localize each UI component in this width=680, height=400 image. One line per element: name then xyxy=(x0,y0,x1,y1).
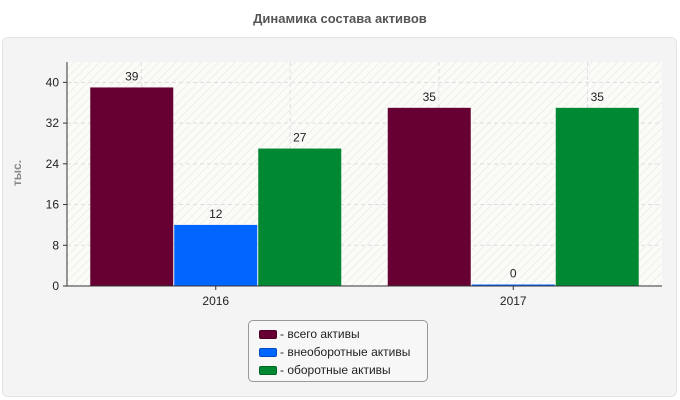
x-tick-label: 2016 xyxy=(202,294,229,308)
x-tick-label: 2017 xyxy=(500,294,527,308)
y-axis-label: тыс. xyxy=(10,160,24,186)
y-tick-label: 40 xyxy=(46,75,60,89)
legend: - всего активы - внеоборотные активы - обо… xyxy=(248,320,428,382)
y-tick-label: 16 xyxy=(46,198,60,212)
legend-label: - всего активы xyxy=(280,327,360,341)
legend-swatch xyxy=(259,329,277,339)
bar xyxy=(471,284,555,286)
legend-swatch xyxy=(259,365,277,375)
data-label: 0 xyxy=(510,267,517,281)
legend-label: - внеоборотные активы xyxy=(280,345,411,359)
y-tick-label: 0 xyxy=(52,279,59,293)
y-tick-label: 8 xyxy=(52,238,59,252)
legend-item: - оборотные активы xyxy=(259,361,427,379)
y-tick-label: 24 xyxy=(46,157,60,171)
bar xyxy=(174,224,258,286)
data-label: 27 xyxy=(293,131,307,145)
legend-item: - внеоборотные активы xyxy=(259,343,427,361)
bar xyxy=(258,148,342,286)
chart-title: Динамика состава активов xyxy=(253,11,427,26)
legend-label: - оборотные активы xyxy=(280,363,391,377)
legend-item: - всего активы xyxy=(259,325,427,343)
bars: 39 12 27 35 0 35 xyxy=(90,69,639,287)
data-label: 35 xyxy=(591,90,605,104)
data-label: 35 xyxy=(423,90,437,104)
y-tick-label: 32 xyxy=(46,116,60,130)
legend-swatch xyxy=(259,347,277,357)
axes: 0 8 16 24 32 40 2016 2017 xyxy=(46,62,662,308)
bar xyxy=(90,87,174,286)
data-label: 12 xyxy=(209,207,223,221)
data-label: 39 xyxy=(125,69,139,83)
bar xyxy=(555,107,639,287)
bar xyxy=(387,107,471,287)
